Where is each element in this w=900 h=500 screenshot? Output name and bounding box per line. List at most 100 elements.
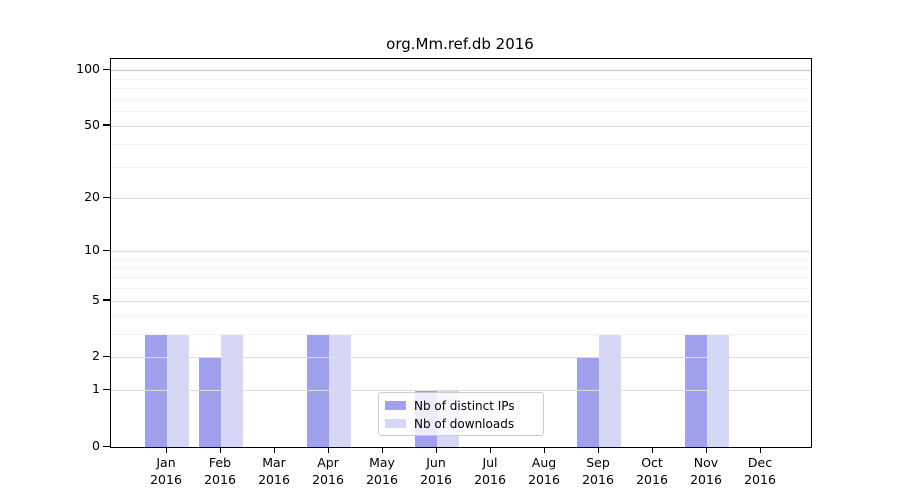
bar-distinct-ips-jan bbox=[145, 333, 167, 447]
gridline-major bbox=[111, 300, 811, 302]
gridline-major bbox=[111, 125, 811, 127]
month-label: Jan bbox=[156, 455, 176, 470]
x-tick-label-sep: Sep 2016 bbox=[571, 454, 625, 488]
x-tick-label-feb: Feb 2016 bbox=[193, 454, 247, 488]
y-tick-mark bbox=[103, 249, 110, 252]
gridline-minor bbox=[111, 259, 811, 260]
gridline-major bbox=[111, 357, 811, 359]
month-label: Oct bbox=[641, 455, 663, 470]
x-tick-label-jul: Jul 2016 bbox=[463, 454, 517, 488]
y-tick-label: 0 bbox=[92, 438, 100, 453]
x-tick-label-jun: Jun 2016 bbox=[409, 454, 463, 488]
month-label: Sep bbox=[586, 455, 610, 470]
x-tick-label-jan: Jan 2016 bbox=[139, 454, 193, 488]
gridline-minor bbox=[111, 98, 811, 100]
bar-downloads-nov bbox=[707, 333, 729, 447]
month-label: Aug bbox=[531, 455, 557, 470]
month-label: Nov bbox=[693, 455, 719, 470]
gridline-major bbox=[111, 251, 811, 253]
year-label: 2016 bbox=[636, 472, 668, 487]
bar-distinct-ips-feb bbox=[199, 357, 221, 447]
gridline-minor bbox=[111, 88, 811, 90]
x-tick-label-apr: Apr 2016 bbox=[301, 454, 355, 488]
x-tick-mark bbox=[327, 447, 329, 453]
x-tick-mark bbox=[705, 447, 707, 453]
year-label: 2016 bbox=[258, 472, 290, 487]
grid-layer bbox=[111, 59, 811, 447]
legend: Nb of distinct IPs Nb of downloads bbox=[378, 392, 544, 436]
gridline-minor bbox=[111, 78, 811, 80]
legend-item-distinct-ips: Nb of distinct IPs bbox=[385, 397, 537, 414]
y-tick-mark bbox=[103, 355, 110, 358]
y-tick-label: 5 bbox=[92, 291, 100, 307]
gridline-major bbox=[111, 70, 811, 72]
y-tick-label: 20 bbox=[84, 189, 100, 205]
y-tick-mark bbox=[103, 445, 110, 447]
bar-downloads-jan bbox=[167, 333, 189, 447]
y-tick-mark bbox=[103, 68, 110, 71]
year-label: 2016 bbox=[366, 472, 398, 487]
x-tick-mark bbox=[381, 447, 383, 453]
year-label: 2016 bbox=[582, 472, 614, 487]
month-label: Mar bbox=[262, 455, 286, 470]
y-tick-label: 2 bbox=[92, 348, 100, 364]
legend-swatch-icon bbox=[385, 401, 406, 410]
year-label: 2016 bbox=[150, 472, 182, 487]
gridline-minor bbox=[111, 267, 811, 269]
x-tick-label-may: May 2016 bbox=[355, 454, 409, 488]
x-tick-label-mar: Mar 2016 bbox=[247, 454, 301, 488]
year-label: 2016 bbox=[744, 472, 776, 487]
y-tick-label: 10 bbox=[84, 242, 100, 258]
gridline-minor bbox=[111, 143, 811, 145]
x-tick-label-dec: Dec 2016 bbox=[733, 454, 787, 488]
x-tick-mark bbox=[219, 447, 221, 453]
x-tick-mark bbox=[435, 447, 437, 453]
y-tick-label: 50 bbox=[84, 116, 100, 132]
gridline-minor bbox=[111, 166, 811, 168]
x-tick-mark bbox=[165, 447, 167, 453]
bar-downloads-feb bbox=[221, 333, 243, 447]
year-label: 2016 bbox=[528, 472, 560, 487]
x-tick-mark bbox=[489, 447, 491, 453]
gridline-minor bbox=[111, 111, 811, 113]
legend-label: Nb of distinct IPs bbox=[414, 398, 515, 413]
x-tick-label-aug: Aug 2016 bbox=[517, 454, 571, 488]
x-tick-mark bbox=[651, 447, 653, 453]
bar-distinct-ips-apr bbox=[307, 333, 329, 447]
month-label: Jul bbox=[482, 455, 498, 470]
bar-distinct-ips-nov bbox=[685, 333, 707, 447]
x-tick-label-oct: Oct 2016 bbox=[625, 454, 679, 488]
legend-item-downloads: Nb of downloads bbox=[385, 415, 537, 432]
y-tick-mark bbox=[103, 196, 110, 199]
year-label: 2016 bbox=[690, 472, 722, 487]
gridline-minor bbox=[111, 288, 811, 290]
gridline-minor bbox=[111, 333, 811, 335]
month-label: Dec bbox=[747, 455, 773, 470]
y-tick-mark bbox=[103, 124, 110, 126]
x-tick-mark bbox=[273, 447, 275, 453]
gridline-minor bbox=[111, 315, 811, 317]
x-tick-mark bbox=[597, 447, 599, 453]
month-label: Jun bbox=[426, 455, 446, 470]
legend-label: Nb of downloads bbox=[414, 416, 515, 431]
y-tick-mark bbox=[103, 388, 110, 391]
bar-downloads-sep bbox=[599, 333, 621, 447]
x-tick-mark bbox=[759, 447, 761, 453]
y-tick-label: 1 bbox=[92, 381, 100, 397]
chart-title: org.Mm.ref.db 2016 bbox=[386, 35, 534, 53]
bar-downloads-apr bbox=[329, 333, 351, 447]
gridline-minor bbox=[111, 277, 811, 279]
month-label: Apr bbox=[317, 455, 339, 470]
month-label: May bbox=[369, 455, 395, 470]
plot-area: Nb of distinct IPs Nb of downloads bbox=[110, 58, 812, 448]
year-label: 2016 bbox=[474, 472, 506, 487]
year-label: 2016 bbox=[312, 472, 344, 487]
x-tick-mark bbox=[543, 447, 545, 453]
x-tick-label-nov: Nov 2016 bbox=[679, 454, 733, 488]
month-label: Feb bbox=[208, 455, 232, 470]
y-tick-mark bbox=[103, 299, 110, 301]
y-tick-label: 100 bbox=[76, 61, 100, 77]
year-label: 2016 bbox=[420, 472, 452, 487]
year-label: 2016 bbox=[204, 472, 236, 487]
